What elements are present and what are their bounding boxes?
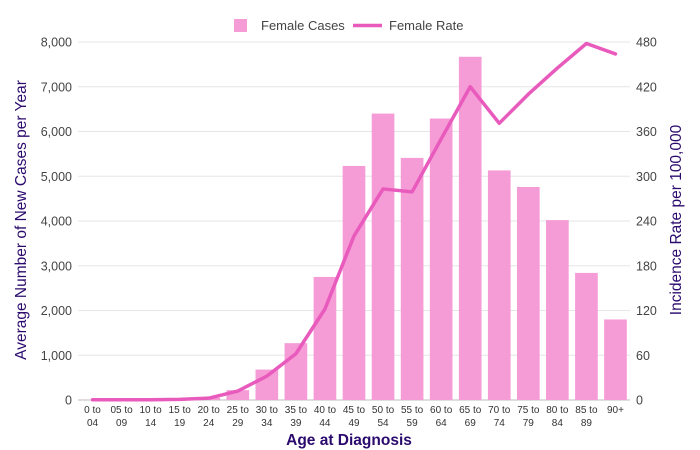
y2-tick-label: 420 — [636, 80, 657, 94]
bar-series — [81, 56, 627, 401]
y-axis-title: Average Number of New Cases per Year — [13, 80, 30, 360]
x-tick-label: 65 to 69 — [459, 405, 482, 429]
bar-female-cases[interactable] — [458, 56, 482, 401]
y-tick-label: 7,000 — [41, 80, 72, 94]
bar-female-cases[interactable] — [400, 157, 424, 400]
y-tick-label: 8,000 — [41, 36, 72, 50]
bar-female-cases[interactable] — [604, 319, 627, 400]
bar-female-cases[interactable] — [342, 165, 366, 400]
x-tick-label: 40 to 44 — [314, 405, 337, 429]
bar-female-cases[interactable] — [575, 272, 598, 400]
x-tick-label: 90+ — [607, 405, 624, 416]
axes: 0 1,000 2,000 3,000 4,000 5,000 6,000 7,000 8,00… — [41, 36, 657, 430]
bar-female-cases[interactable] — [429, 118, 453, 401]
x-tick-label: 55 to 59 — [401, 405, 424, 429]
line-series — [90, 41, 618, 402]
x-axis-title: Age at Diagnosis — [286, 432, 412, 449]
bar-female-cases[interactable] — [313, 276, 337, 400]
bar-female-cases[interactable] — [516, 186, 540, 400]
x-tick-label: 15 to 19 — [169, 405, 192, 429]
y2-tick-label: 240 — [636, 215, 657, 229]
x-tick-label: 85 to 89 — [575, 405, 598, 429]
x-tick-label: 75 to 79 — [517, 405, 540, 429]
x-tick-label: 05 to 09 — [110, 405, 133, 429]
y-tick-label: 3,000 — [41, 259, 72, 273]
bar-female-cases[interactable] — [487, 170, 511, 400]
x-tick-label: 20 to 24 — [198, 405, 221, 429]
y-tick-label: 5,000 — [41, 170, 72, 184]
x-tick-label: 50 to 54 — [372, 405, 395, 429]
bar-female-cases[interactable] — [546, 220, 569, 400]
x-tick-label: 10 to 14 — [140, 405, 163, 429]
y-tick-label: 4,000 — [41, 215, 72, 229]
y2-tick-label: 480 — [636, 36, 657, 50]
y-tick-label: 2,000 — [41, 304, 72, 318]
y-tick-label: 6,000 — [41, 125, 72, 139]
x-tick-label: 0 to 04 — [84, 405, 101, 429]
bar-female-cases[interactable] — [226, 390, 250, 400]
x-tick-label: 60 to 64 — [430, 405, 453, 429]
x-tick-label: 45 to 49 — [343, 405, 366, 429]
y2-tick-label: 360 — [636, 125, 657, 139]
y-tick-label: 0 — [65, 394, 72, 408]
y2-tick-label: 60 — [636, 349, 650, 363]
x-tick-label: 80 to 84 — [546, 405, 569, 429]
legend[interactable]: Female Cases Female Rate — [234, 18, 463, 33]
legend-label-female-rate[interactable]: Female Rate — [389, 18, 463, 33]
line-female-rate[interactable] — [90, 41, 618, 402]
y2-axis-title: Incidence Rate per 100,000 — [668, 124, 685, 315]
bar-female-cases[interactable] — [371, 113, 395, 400]
y2-tick-label: 120 — [636, 304, 657, 318]
x-tick-label: 70 to 74 — [488, 405, 511, 429]
y2-tick-label: 180 — [636, 259, 657, 273]
x-tick-label: 25 to 29 — [227, 405, 250, 429]
x-tick-label: 30 to 34 — [256, 405, 279, 429]
legend-label-female-cases[interactable]: Female Cases — [261, 18, 345, 33]
y2-tick-label: 0 — [636, 394, 643, 408]
y-tick-label: 1,000 — [41, 349, 72, 363]
legend-swatch-female-cases[interactable] — [234, 19, 247, 32]
x-tick-label: 35 to 39 — [285, 405, 308, 429]
y2-tick-label: 300 — [636, 170, 657, 184]
